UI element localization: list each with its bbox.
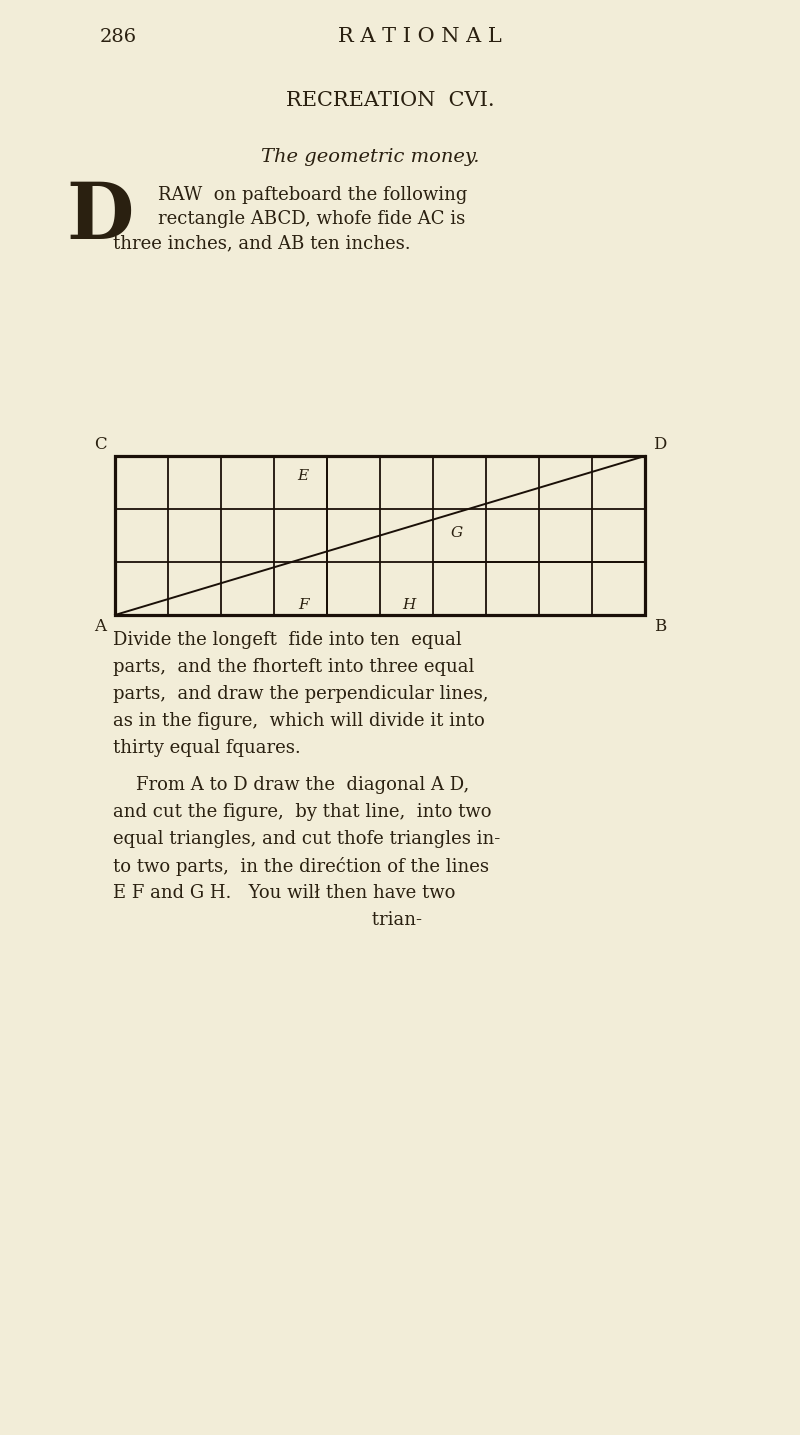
Text: F: F xyxy=(298,598,309,613)
Text: Divide the longeft  fide into ten  equal: Divide the longeft fide into ten equal xyxy=(113,631,462,649)
Text: E: E xyxy=(298,469,309,484)
Text: three inches, and AB ten inches.: three inches, and AB ten inches. xyxy=(113,234,410,253)
Text: parts,  and the fhorteft into three equal: parts, and the fhorteft into three equal xyxy=(113,659,474,676)
Text: The geometric money.: The geometric money. xyxy=(261,148,479,166)
Text: 286: 286 xyxy=(99,29,137,46)
Text: E F and G H.   You wilł then have two: E F and G H. You wilł then have two xyxy=(113,884,455,903)
Text: trian-: trian- xyxy=(113,911,422,928)
Text: parts,  and draw the perpendicular lines,: parts, and draw the perpendicular lines, xyxy=(113,684,489,703)
Text: D: D xyxy=(66,179,134,255)
Text: H: H xyxy=(402,598,416,613)
Text: to two parts,  in the direćtion of the lines: to two parts, in the direćtion of the li… xyxy=(113,857,489,875)
Bar xyxy=(115,456,645,616)
Text: B: B xyxy=(654,618,666,636)
Text: From A to D draw the  diagonal A D,: From A to D draw the diagonal A D, xyxy=(113,776,470,794)
Text: R A T I O N A L: R A T I O N A L xyxy=(338,27,502,46)
Text: C: C xyxy=(94,436,106,453)
Text: RECREATION  CVI.: RECREATION CVI. xyxy=(286,90,494,109)
Text: as in the figure,  which will divide it into: as in the figure, which will divide it i… xyxy=(113,712,485,730)
Text: rectangle ABCD, whofe fide AC is: rectangle ABCD, whofe fide AC is xyxy=(158,210,466,228)
Text: and cut the figure,  by that line,  into two: and cut the figure, by that line, into t… xyxy=(113,804,491,821)
Text: G: G xyxy=(450,525,463,540)
Text: RAW  on pafteboard the following: RAW on pafteboard the following xyxy=(158,187,467,204)
Text: D: D xyxy=(654,436,666,453)
Text: equal triangles, and cut thofe triangles in-: equal triangles, and cut thofe triangles… xyxy=(113,829,500,848)
Text: thirty equal fquares.: thirty equal fquares. xyxy=(113,739,301,758)
Text: A: A xyxy=(94,618,106,636)
